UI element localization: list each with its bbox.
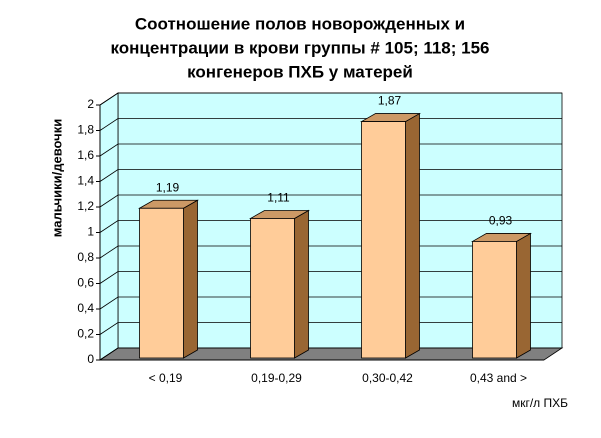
y-tick-label: 1 xyxy=(87,225,94,239)
y-tick-label: 0,4 xyxy=(77,301,94,315)
bar-side xyxy=(405,112,420,359)
y-axis-label: мальчики/девочки xyxy=(49,119,64,237)
chart-title: конгенеров ПХБ у матерей xyxy=(187,62,413,81)
y-tick-label: 1,4 xyxy=(77,174,94,188)
x-tick-label: 0,43 and > xyxy=(470,371,527,385)
y-tick-label: 1,8 xyxy=(77,123,94,137)
x-tick-label: 0,30-0,42 xyxy=(362,371,413,385)
value-label: 1,19 xyxy=(156,180,180,194)
bar xyxy=(250,218,295,359)
chart-title: концентрации в крови группы # 105; 118; … xyxy=(111,38,490,57)
value-label: 1,11 xyxy=(267,191,290,205)
x-axis-label: мкг/л ПХБ xyxy=(512,396,568,410)
bar-side xyxy=(516,232,531,359)
x-tick-label: < 0,19 xyxy=(149,371,183,385)
y-tick-label: 0,2 xyxy=(77,327,94,341)
y-tick-label: 1,2 xyxy=(77,199,94,213)
bar xyxy=(472,241,517,359)
bar-side xyxy=(183,199,198,359)
x-tick-label: 0,19-0,29 xyxy=(251,371,302,385)
bar xyxy=(139,207,184,359)
y-tick-label: 1,6 xyxy=(77,148,94,162)
value-label: 1,87 xyxy=(378,94,402,108)
bar xyxy=(361,121,406,359)
grid-line xyxy=(99,92,562,106)
bar-side xyxy=(294,209,309,359)
chart-title: Соотношение полов новорожденных и xyxy=(135,14,465,33)
y-tick-label: 0,6 xyxy=(77,276,94,290)
y-tick-label: 2 xyxy=(87,97,94,111)
value-label: 0,93 xyxy=(489,214,513,228)
y-tick-label: 0 xyxy=(87,352,94,366)
y-tick-label: 0,8 xyxy=(77,250,94,264)
